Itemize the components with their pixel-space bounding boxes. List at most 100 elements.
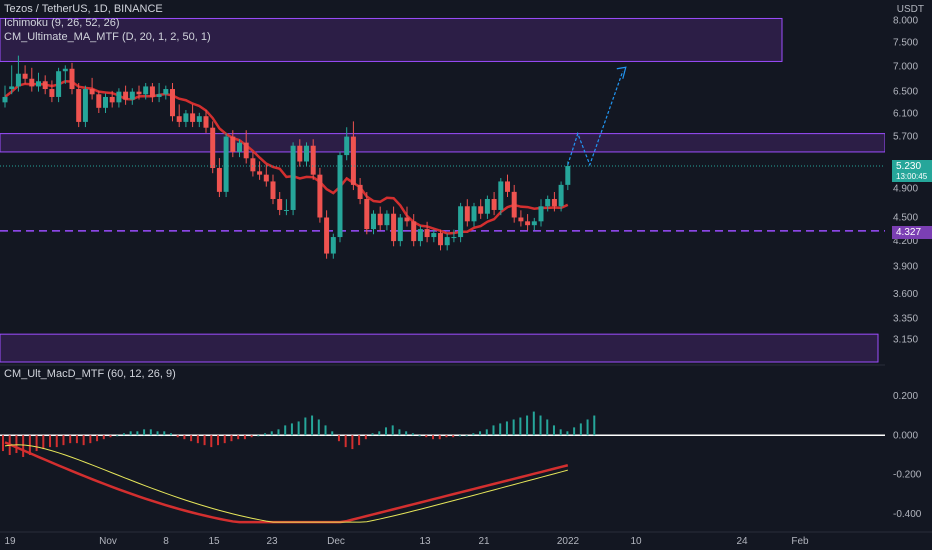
candle-body bbox=[565, 166, 571, 185]
macd-histogram-bar bbox=[257, 435, 260, 437]
macd-histogram-bar bbox=[304, 417, 307, 436]
support-price-value: 4.327 bbox=[896, 227, 922, 238]
time-axis-tick: Feb bbox=[791, 536, 809, 547]
candle-body bbox=[545, 198, 551, 207]
time-axis-tick: Nov bbox=[99, 536, 117, 547]
candle-body bbox=[163, 89, 169, 95]
macd-histogram-bar bbox=[149, 429, 152, 436]
candle-body bbox=[357, 184, 363, 199]
time-axis-tick: 21 bbox=[478, 536, 490, 547]
candle-body bbox=[377, 213, 383, 226]
axis-unit: USDT bbox=[896, 4, 924, 15]
macd-histogram-bar bbox=[546, 419, 549, 436]
current-price-tag: 5.230 13:00:45 bbox=[892, 160, 932, 182]
macd-histogram-bar bbox=[519, 417, 522, 436]
macd-label: CM_Ult_MacD_MTF (60, 12, 26, 9) bbox=[4, 368, 176, 380]
candle-body bbox=[277, 198, 283, 210]
macd-histogram-bar bbox=[223, 435, 226, 444]
candle-body bbox=[29, 78, 35, 87]
macd-histogram-bar bbox=[109, 435, 112, 438]
macd-histogram-bar bbox=[532, 411, 535, 436]
macd-histogram-bar bbox=[438, 435, 441, 440]
candle-body bbox=[9, 86, 15, 90]
supply-zone-0 bbox=[0, 17, 783, 62]
macd-histogram-bar bbox=[398, 429, 401, 436]
candle-body bbox=[290, 145, 296, 210]
macd-histogram-bar bbox=[378, 431, 381, 436]
candle-body bbox=[297, 145, 303, 162]
candle-body bbox=[22, 73, 28, 79]
macd-histogram-bar bbox=[573, 427, 576, 436]
price-axis-tick: 4.900 bbox=[893, 183, 918, 194]
candle-body bbox=[525, 221, 531, 226]
macd-histogram-bar bbox=[143, 429, 146, 436]
macd-histogram-bar bbox=[364, 435, 367, 440]
macd-histogram-bar bbox=[492, 425, 495, 436]
time-axis-tick: 15 bbox=[208, 536, 220, 547]
candle-body bbox=[371, 213, 376, 230]
candle-body bbox=[317, 174, 323, 218]
ichimoku-legend[interactable]: Ichimoku (9, 26, 52, 26) bbox=[4, 17, 126, 29]
candle-body bbox=[478, 206, 484, 214]
projection-arrowhead bbox=[616, 66, 627, 79]
support-price-tag: 4.327 bbox=[892, 226, 932, 239]
macd-histogram-bar bbox=[432, 435, 435, 440]
symbol-title[interactable]: Tezos / TetherUS, 1D, BINANCE bbox=[4, 3, 163, 15]
macd-histogram-bar bbox=[217, 435, 220, 446]
macd-histogram-bar bbox=[82, 435, 85, 446]
candle-body bbox=[518, 217, 524, 222]
price-axis-tick: 3.900 bbox=[893, 261, 918, 272]
time-axis-tick: 10 bbox=[630, 536, 642, 547]
chart-legend-title: Tezos / TetherUS, 1D, BINANCE bbox=[4, 3, 169, 15]
macd-histogram-bar bbox=[28, 435, 31, 455]
price-axis-tick: 6.100 bbox=[893, 108, 918, 119]
candle-body bbox=[96, 94, 102, 108]
macd-legend[interactable]: CM_Ult_MacD_MTF (60, 12, 26, 9) bbox=[4, 368, 176, 380]
candle-body bbox=[538, 206, 544, 222]
candle-body bbox=[551, 198, 557, 207]
macd-histogram-bar bbox=[15, 435, 18, 454]
candle-body bbox=[243, 142, 249, 159]
macd-histogram-bar bbox=[210, 435, 213, 448]
macd-histogram-bar bbox=[169, 433, 172, 436]
candle-body bbox=[404, 217, 410, 222]
price-axis-tick: 6.500 bbox=[893, 87, 918, 98]
macd-histogram-bar bbox=[499, 423, 502, 436]
candle-body bbox=[397, 217, 403, 242]
candle-body bbox=[491, 198, 497, 210]
macd-histogram-bar bbox=[22, 435, 25, 457]
candle-body bbox=[310, 145, 316, 175]
time-axis-tick: Dec bbox=[327, 536, 345, 547]
candle-body bbox=[391, 213, 397, 242]
macd-histogram-bar bbox=[290, 423, 293, 436]
candle-body bbox=[123, 91, 129, 100]
candle-body bbox=[136, 91, 142, 95]
candle-body bbox=[330, 237, 336, 254]
projection-path bbox=[567, 71, 624, 167]
candle-body bbox=[190, 113, 196, 122]
macd-histogram-bar bbox=[203, 435, 206, 446]
candle-body bbox=[438, 233, 443, 246]
macd-histogram-bar bbox=[163, 431, 166, 436]
macd-histogram-bar bbox=[183, 435, 186, 440]
candle-body bbox=[464, 206, 470, 222]
time-axis-tick: 13 bbox=[419, 536, 431, 547]
candle-body bbox=[384, 213, 390, 226]
macd-histogram-bar bbox=[311, 415, 314, 436]
macd-histogram-bar bbox=[55, 435, 58, 448]
candle-body bbox=[324, 217, 330, 254]
candle-body bbox=[484, 198, 490, 214]
price-axis-tick: 4.500 bbox=[893, 212, 918, 223]
candle-body bbox=[103, 96, 108, 108]
candle-body bbox=[458, 206, 464, 238]
macd-histogram-bar bbox=[96, 435, 99, 442]
candle-body bbox=[511, 191, 517, 218]
macd-histogram-bar bbox=[317, 419, 320, 436]
candle-body bbox=[210, 127, 216, 169]
candle-body bbox=[129, 91, 135, 100]
price-axis-tick: 3.350 bbox=[893, 313, 918, 324]
macd-histogram-bar bbox=[405, 431, 408, 436]
ma-legend[interactable]: CM_Ultimate_MA_MTF (D, 20, 1, 2, 50, 1) bbox=[4, 31, 217, 43]
price-axis-tick: 7.000 bbox=[893, 61, 918, 72]
